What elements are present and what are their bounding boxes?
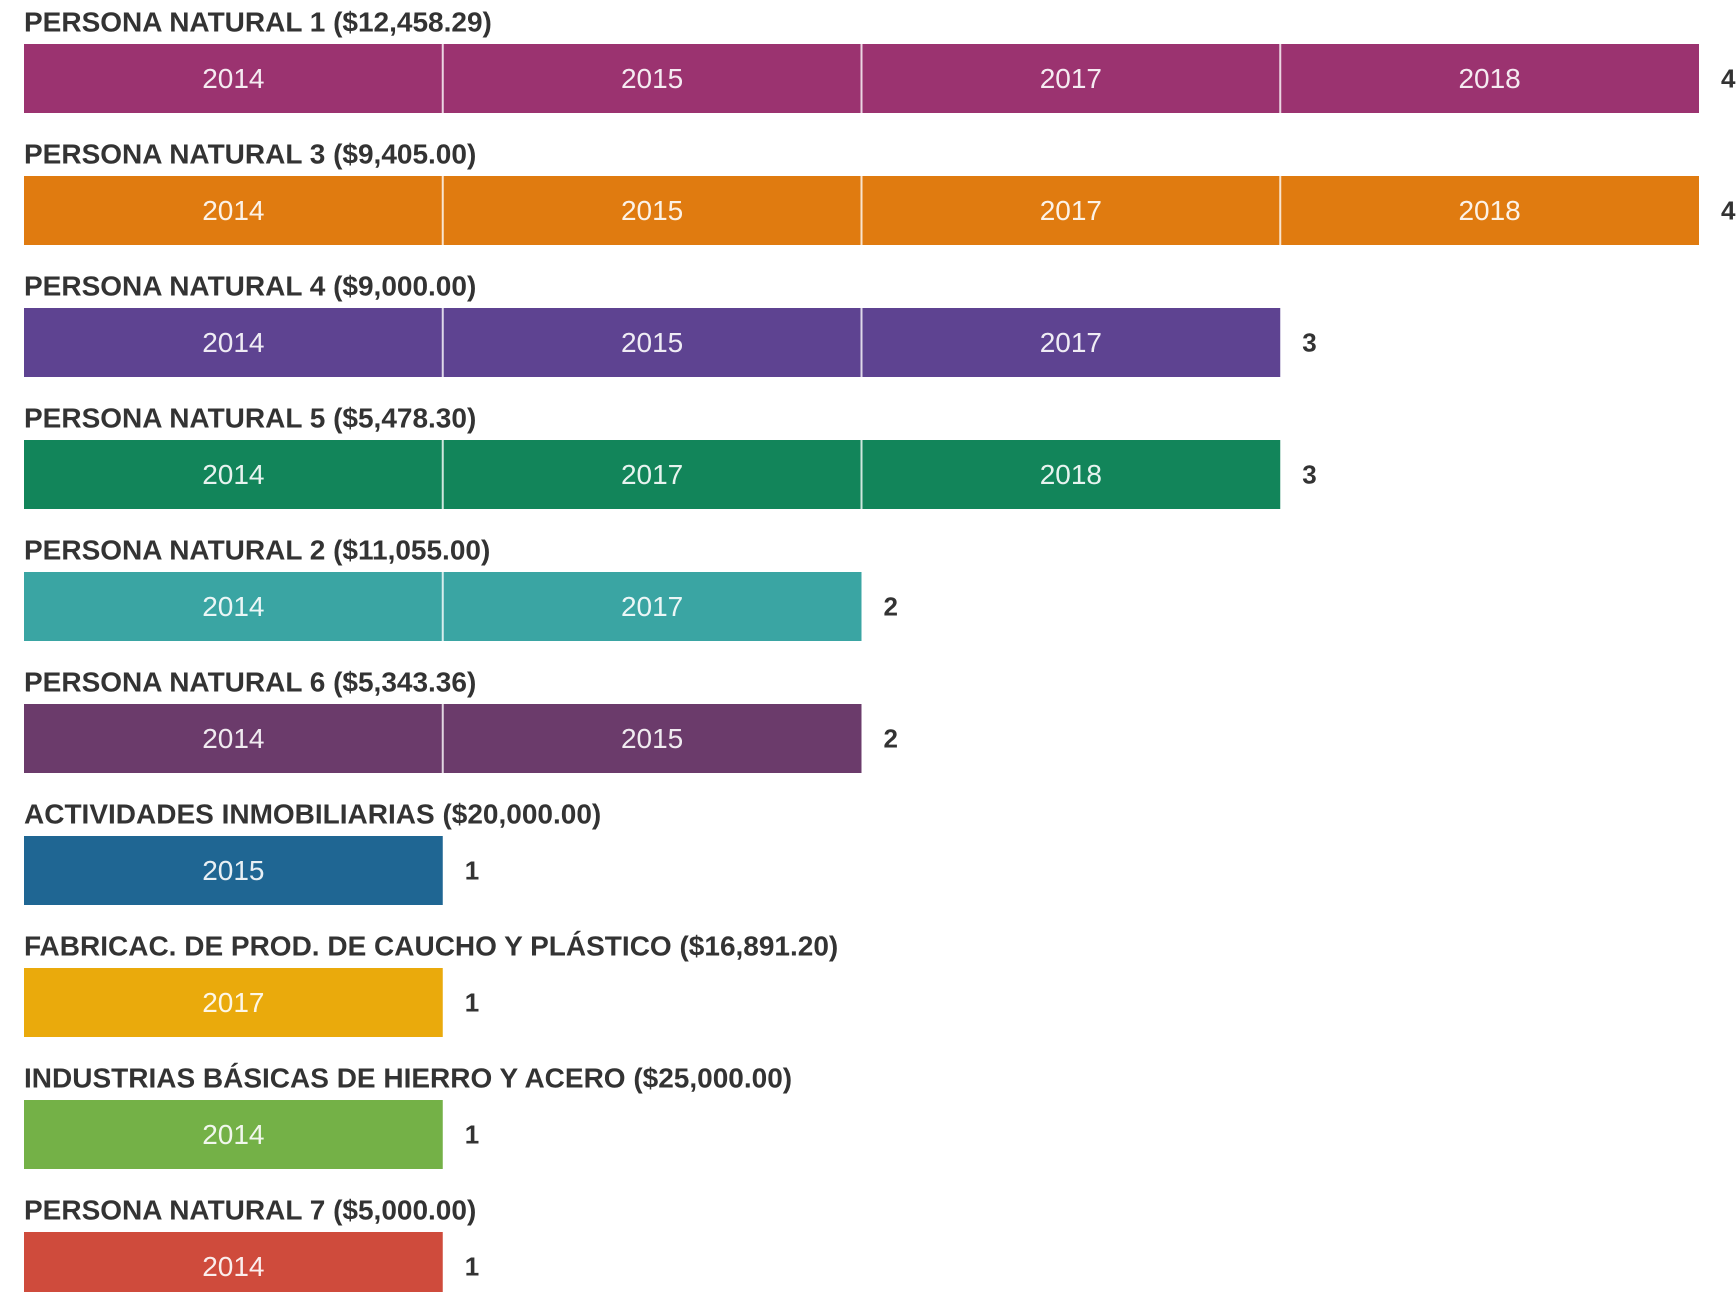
segment-year: 2014 <box>202 723 264 754</box>
count-label: 1 <box>465 1119 479 1149</box>
segment-year: 2018 <box>1458 63 1520 94</box>
bar <box>24 440 1281 509</box>
row-label: PERSONA NATURAL 7 ($5,000.00) <box>24 1194 476 1225</box>
segment-year: 2014 <box>202 1119 264 1150</box>
segment-year: 2014 <box>202 1251 264 1282</box>
segment-year: 2014 <box>202 459 264 490</box>
segment-year: 2018 <box>1458 195 1520 226</box>
segment-year: 2014 <box>202 327 264 358</box>
row-label: ACTIVIDADES INMOBILIARIAS ($20,000.00) <box>24 798 601 829</box>
segment-year: 2015 <box>621 195 683 226</box>
row-label: PERSONA NATURAL 1 ($12,458.29) <box>24 6 492 37</box>
segment-year: 2015 <box>621 723 683 754</box>
row-label: INDUSTRIAS BÁSICAS DE HIERRO Y ACERO ($2… <box>24 1062 792 1093</box>
segment-year: 2018 <box>1040 459 1102 490</box>
count-label: 4 <box>1721 63 1736 93</box>
count-label: 2 <box>884 723 898 753</box>
segment-year: 2015 <box>621 63 683 94</box>
count-label: 3 <box>1302 327 1316 357</box>
segment-year: 2014 <box>202 195 264 226</box>
segment-year: 2014 <box>202 63 264 94</box>
segment-year: 2017 <box>202 987 264 1018</box>
count-label: 4 <box>1721 195 1736 225</box>
count-label: 2 <box>884 591 898 621</box>
row-label: PERSONA NATURAL 4 ($9,000.00) <box>24 270 476 301</box>
row-label: PERSONA NATURAL 5 ($5,478.30) <box>24 402 476 433</box>
segment-year: 2015 <box>621 327 683 358</box>
bar <box>24 1100 443 1169</box>
segment-year: 2017 <box>1040 195 1102 226</box>
row-label: PERSONA NATURAL 6 ($5,343.36) <box>24 666 476 697</box>
bar <box>24 308 1281 377</box>
segment-year: 2017 <box>621 459 683 490</box>
segment-year: 2017 <box>1040 327 1102 358</box>
row-label: PERSONA NATURAL 3 ($9,405.00) <box>24 138 476 169</box>
segment-year: 2017 <box>1040 63 1102 94</box>
count-label: 3 <box>1302 459 1316 489</box>
segment-year: 2014 <box>202 591 264 622</box>
bar <box>24 1232 443 1292</box>
row-label: PERSONA NATURAL 2 ($11,055.00) <box>24 534 490 565</box>
bar <box>24 836 443 905</box>
segment-year: 2015 <box>202 855 264 886</box>
row-label: FABRICAC. DE PROD. DE CAUCHO Y PLÁSTICO … <box>24 930 838 961</box>
count-label: 1 <box>465 1251 479 1281</box>
count-label: 1 <box>465 987 479 1017</box>
segment-year: 2017 <box>621 591 683 622</box>
bar <box>24 968 443 1037</box>
count-label: 1 <box>465 855 479 885</box>
